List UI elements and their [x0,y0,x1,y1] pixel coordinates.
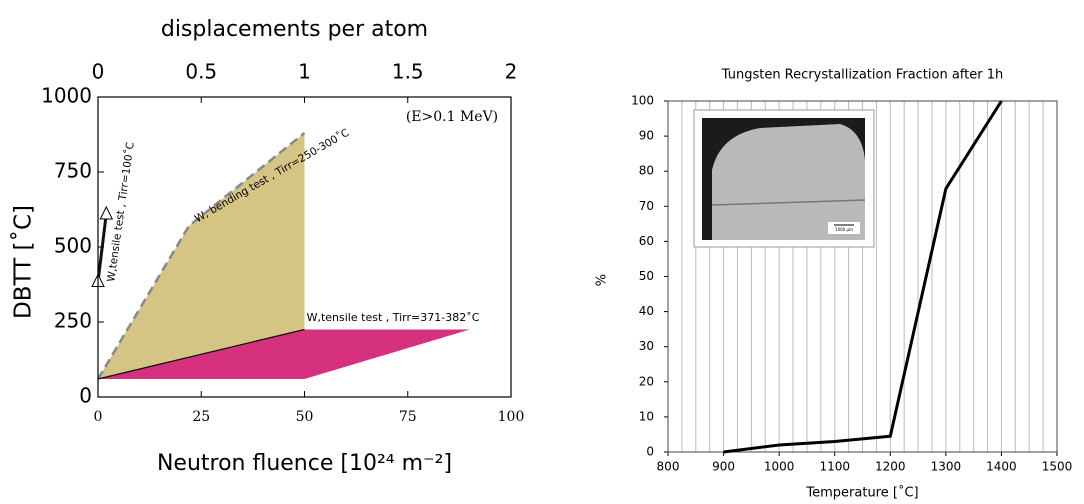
x-tick-label: 75 [399,409,417,425]
x2-tick-label: 2 [505,60,518,84]
x-tick-label: 1300 [931,460,962,474]
region [98,329,470,379]
y-tick-label: 500 [54,234,92,258]
series-line [723,100,1003,454]
x-tick-label: 800 [657,460,680,474]
inset-photo [693,109,875,248]
triangle-marker [99,205,114,220]
top-axis-title: displacements per atom [161,17,428,42]
y-tick-label: 1000 [41,84,92,108]
x-tick-label: 900 [712,460,735,474]
inset-crack [711,199,866,206]
y-tick-label: 50 [639,269,654,283]
y-axis-title: % [595,274,610,286]
x2-tick-label: 0.5 [185,60,217,84]
x-tick-label: 1500 [1042,460,1073,474]
y-tick-label: 0 [646,445,654,459]
annotation: W,tensile test , Tirr=371-382˚C [307,311,480,324]
x2-tick-label: 0 [92,60,105,84]
plot-frame [667,100,1058,453]
x-tick-label: 50 [296,409,314,425]
y-tick-label: 0 [79,384,92,408]
x-axis-title: Temperature [˚C] [805,485,918,501]
x2-tick-label: 1 [298,60,311,84]
chart-title: Tungsten Recrystallization Fraction afte… [721,68,1004,83]
x-tick-label: 25 [192,409,210,425]
x-axis-title: Neutron fluence [10²⁴ m⁻²] [157,451,452,476]
region-edge [96,132,306,380]
y-tick-label: 70 [639,199,654,213]
y-axis-title: DBTT [˚C] [10,205,37,319]
inset-scale-label: 1000 µm [835,227,853,232]
x2-tick-label: 1.5 [392,60,424,84]
y-tick-label: 250 [54,309,92,333]
region [98,133,305,379]
y-tick-label: 30 [639,339,654,353]
y-tick-label: 10 [639,409,654,423]
region-edge [97,328,305,380]
inset-specimen [712,124,865,240]
x-tick-label: 1400 [986,460,1017,474]
x-tick-label: 0 [94,409,103,425]
annotation: (E>0.1 MeV) [406,109,498,125]
y-tick-label: 100 [631,94,654,108]
y-tick-label: 40 [639,304,654,318]
x-tick-label: 100 [498,409,525,425]
x-tick-label: 1000 [764,460,795,474]
y-tick-label: 750 [54,159,92,183]
series-line [96,213,108,282]
y-tick-label: 20 [639,374,654,388]
y-tick-label: 60 [639,234,654,248]
x-tick-label: 1200 [875,460,906,474]
x-tick-label: 1100 [819,460,850,474]
y-tick-label: 80 [639,164,654,178]
y-tick-label: 90 [639,129,654,143]
